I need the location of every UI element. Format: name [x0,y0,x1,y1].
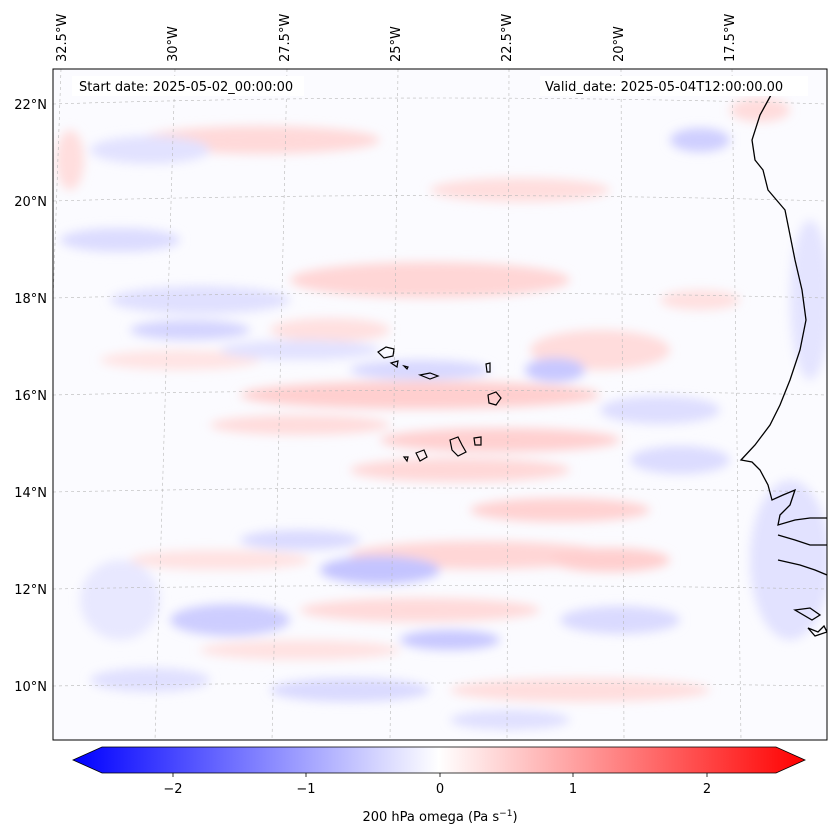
map-panel: Start date: 2025-05-02_00:00:00 Valid_da… [52,68,828,741]
colorbar-label: 200 hPa omega (Pa s−1) [362,809,517,825]
lat-label: 20°N [14,195,47,210]
colorbar-label-sup: −1 [499,809,512,819]
colorbar-label-close: ) [512,810,517,825]
colorbar-tick-label: −1 [296,782,315,797]
colorbar-tick-label: 1 [569,782,577,797]
graticule [53,69,827,740]
omega-field [56,98,827,730]
colorbar-tick-label: 2 [703,782,711,797]
valid-date-box [540,76,808,96]
lat-label: 10°N [14,680,47,695]
cape-verde-islands [377,346,502,463]
lon-label: 20°W [612,26,627,62]
lat-label: 22°N [14,98,47,113]
start-date-text: Start date: 2025-05-02_00:00:00 [79,80,293,95]
lat-labels: 22°N 20°N 18°N 16°N 14°N 12°N 10°N [14,98,47,695]
lon-label: 22.5°W [500,14,515,62]
lon-label: 32.5°W [55,14,70,62]
coastline [739,94,827,637]
lat-label: 12°N [14,583,47,598]
colorbar-bar [72,746,806,774]
colorbar: −2 −1 0 1 2 200 hPa omega (Pa s−1) [72,746,806,825]
colorbar-tick-label: −2 [163,782,182,797]
lat-label: 16°N [14,389,47,404]
start-date-box [72,76,304,96]
colorbar-tick-label: 0 [436,782,444,797]
lon-label: 27.5°W [278,14,293,62]
lat-label: 14°N [14,486,47,501]
map-frame [52,68,828,741]
lat-label: 18°N [14,292,47,307]
lon-label: 30°W [166,26,181,62]
valid-date-text: Valid_date: 2025-05-04T12:00:00.00 [545,80,783,95]
lon-labels: 32.5°W 30°W 27.5°W 25°W 22.5°W 20°W 17.5… [55,14,738,62]
colorbar-label-main: 200 hPa omega (Pa s [362,810,499,825]
lon-label: 17.5°W [723,14,738,62]
lon-label: 25°W [389,26,404,62]
colorbar-ticks [172,773,708,777]
